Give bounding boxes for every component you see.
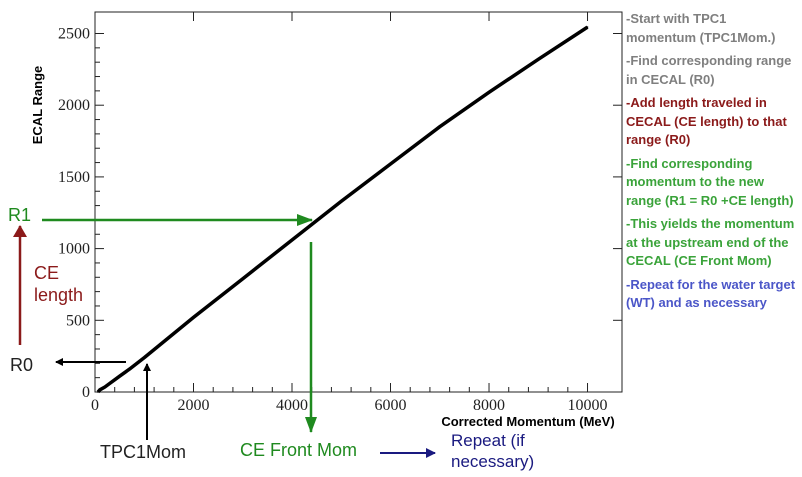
plot-frame (94, 11, 623, 393)
data-point (118, 375, 121, 378)
y-tick-label: 2500 (58, 26, 90, 43)
x-tick-label: 8000 (473, 397, 505, 414)
x-axis-title: Corrected Momentum (MeV) (441, 414, 614, 429)
x-tick-label: 0 (91, 397, 99, 414)
ce-length-label: CE length (34, 263, 84, 305)
x-tick-label: 2000 (178, 397, 210, 414)
step-find-range: -Find corresponding range in CECAL (R0) (626, 53, 792, 87)
y-tick-label: 1000 (58, 241, 90, 258)
step-add-length: -Add length traveled in CECAL (CE length… (626, 95, 787, 147)
x-tick-label: 6000 (375, 397, 407, 414)
data-point (108, 382, 111, 385)
data-point (143, 356, 146, 359)
ce-front-mom-label: CE Front Mom (240, 440, 358, 460)
data-point (586, 26, 589, 28)
data-point (97, 391, 99, 393)
y-axis-title: ECAL Range (30, 66, 45, 145)
step-yields: -This yields the momentum at the upstrea… (626, 216, 795, 268)
y-tick-label: 1500 (58, 169, 90, 186)
x-tick-label: 10000 (568, 397, 608, 414)
data-point (241, 277, 244, 280)
plot-border (94, 11, 623, 393)
repeat-label: Repeat (if necessary) (451, 431, 535, 471)
data-point (340, 200, 343, 203)
r1-label: R1 (8, 205, 32, 225)
x-tick-label: 4000 (276, 397, 308, 414)
data-point (488, 91, 490, 94)
data-point (99, 389, 101, 391)
annotation-arrows (13, 214, 436, 458)
range-curve (96, 25, 589, 394)
y-tick-label: 2000 (58, 97, 90, 114)
data-point (104, 386, 106, 388)
tpc1mom-label: TPC1Mom (100, 442, 187, 462)
step-start: -Start with TPC1 momentum (TPC1Mom.) (626, 11, 776, 45)
y-tick-label: 500 (66, 312, 90, 329)
r0-label: R0 (10, 355, 34, 375)
procedure-steps: -Start with TPC1 momentum (TPC1Mom.) -Fi… (626, 10, 800, 318)
data-point (192, 316, 195, 319)
data-point (128, 368, 131, 370)
data-point (168, 336, 170, 339)
data-series (96, 25, 589, 394)
step-repeat: -Repeat for the water target (WT) and as… (626, 276, 796, 311)
data-point (389, 163, 392, 165)
axis-ticks: 0 2000 4000 6000 8000 10000 0 500 1000 1500 2000 25… (58, 12, 622, 414)
data-point (537, 58, 540, 61)
y-tick-label: 0 (82, 384, 90, 401)
data-point (291, 239, 293, 241)
step-find-momentum: -Find corresponding momentum to the new … (626, 155, 794, 208)
data-point (438, 125, 441, 128)
